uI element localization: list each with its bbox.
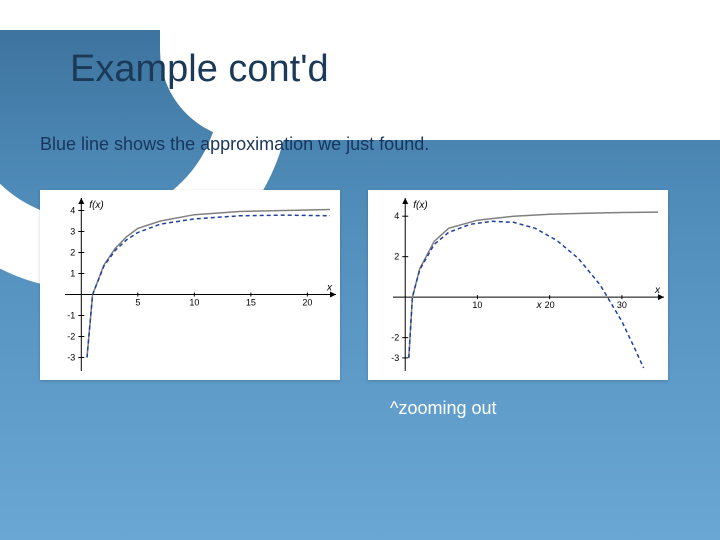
svg-text:20: 20 (302, 298, 312, 308)
svg-text:10: 10 (189, 298, 199, 308)
left-chart: 5 10 15 20 1 2 3 4 -1 -2 -3 f(x) x (40, 190, 340, 380)
svg-text:-3: -3 (391, 353, 399, 363)
svg-text:2: 2 (394, 252, 399, 262)
zoom-caption: ^zooming out (390, 398, 497, 419)
chart-row: 5 10 15 20 1 2 3 4 -1 -2 -3 f(x) x 10 20 30 2 4 -2 -3 f(x) x… (40, 190, 680, 380)
svg-text:20: 20 (545, 300, 555, 310)
svg-text:x: x (326, 283, 333, 294)
svg-text:f(x): f(x) (89, 200, 103, 211)
svg-text:30: 30 (617, 300, 627, 310)
svg-text:x: x (654, 285, 661, 296)
svg-text:f(x): f(x) (413, 200, 427, 211)
svg-text:-3: -3 (67, 353, 75, 363)
svg-text:-2: -2 (391, 333, 399, 343)
svg-text:5: 5 (135, 298, 140, 308)
right-chart: 10 20 30 2 4 -2 -3 f(x) x x (368, 190, 668, 380)
slide: Example cont'd Blue line shows the appro… (0, 0, 720, 540)
svg-text:10: 10 (472, 300, 482, 310)
svg-text:x: x (536, 300, 543, 311)
slide-subtitle: Blue line shows the approximation we jus… (40, 134, 429, 155)
svg-text:-2: -2 (67, 332, 75, 342)
svg-text:4: 4 (394, 211, 399, 221)
svg-text:-1: -1 (67, 311, 75, 321)
svg-text:3: 3 (70, 227, 75, 237)
svg-text:4: 4 (70, 206, 75, 216)
svg-text:15: 15 (246, 298, 256, 308)
svg-text:1: 1 (70, 269, 75, 279)
svg-text:2: 2 (70, 248, 75, 258)
slide-title: Example cont'd (70, 48, 329, 91)
